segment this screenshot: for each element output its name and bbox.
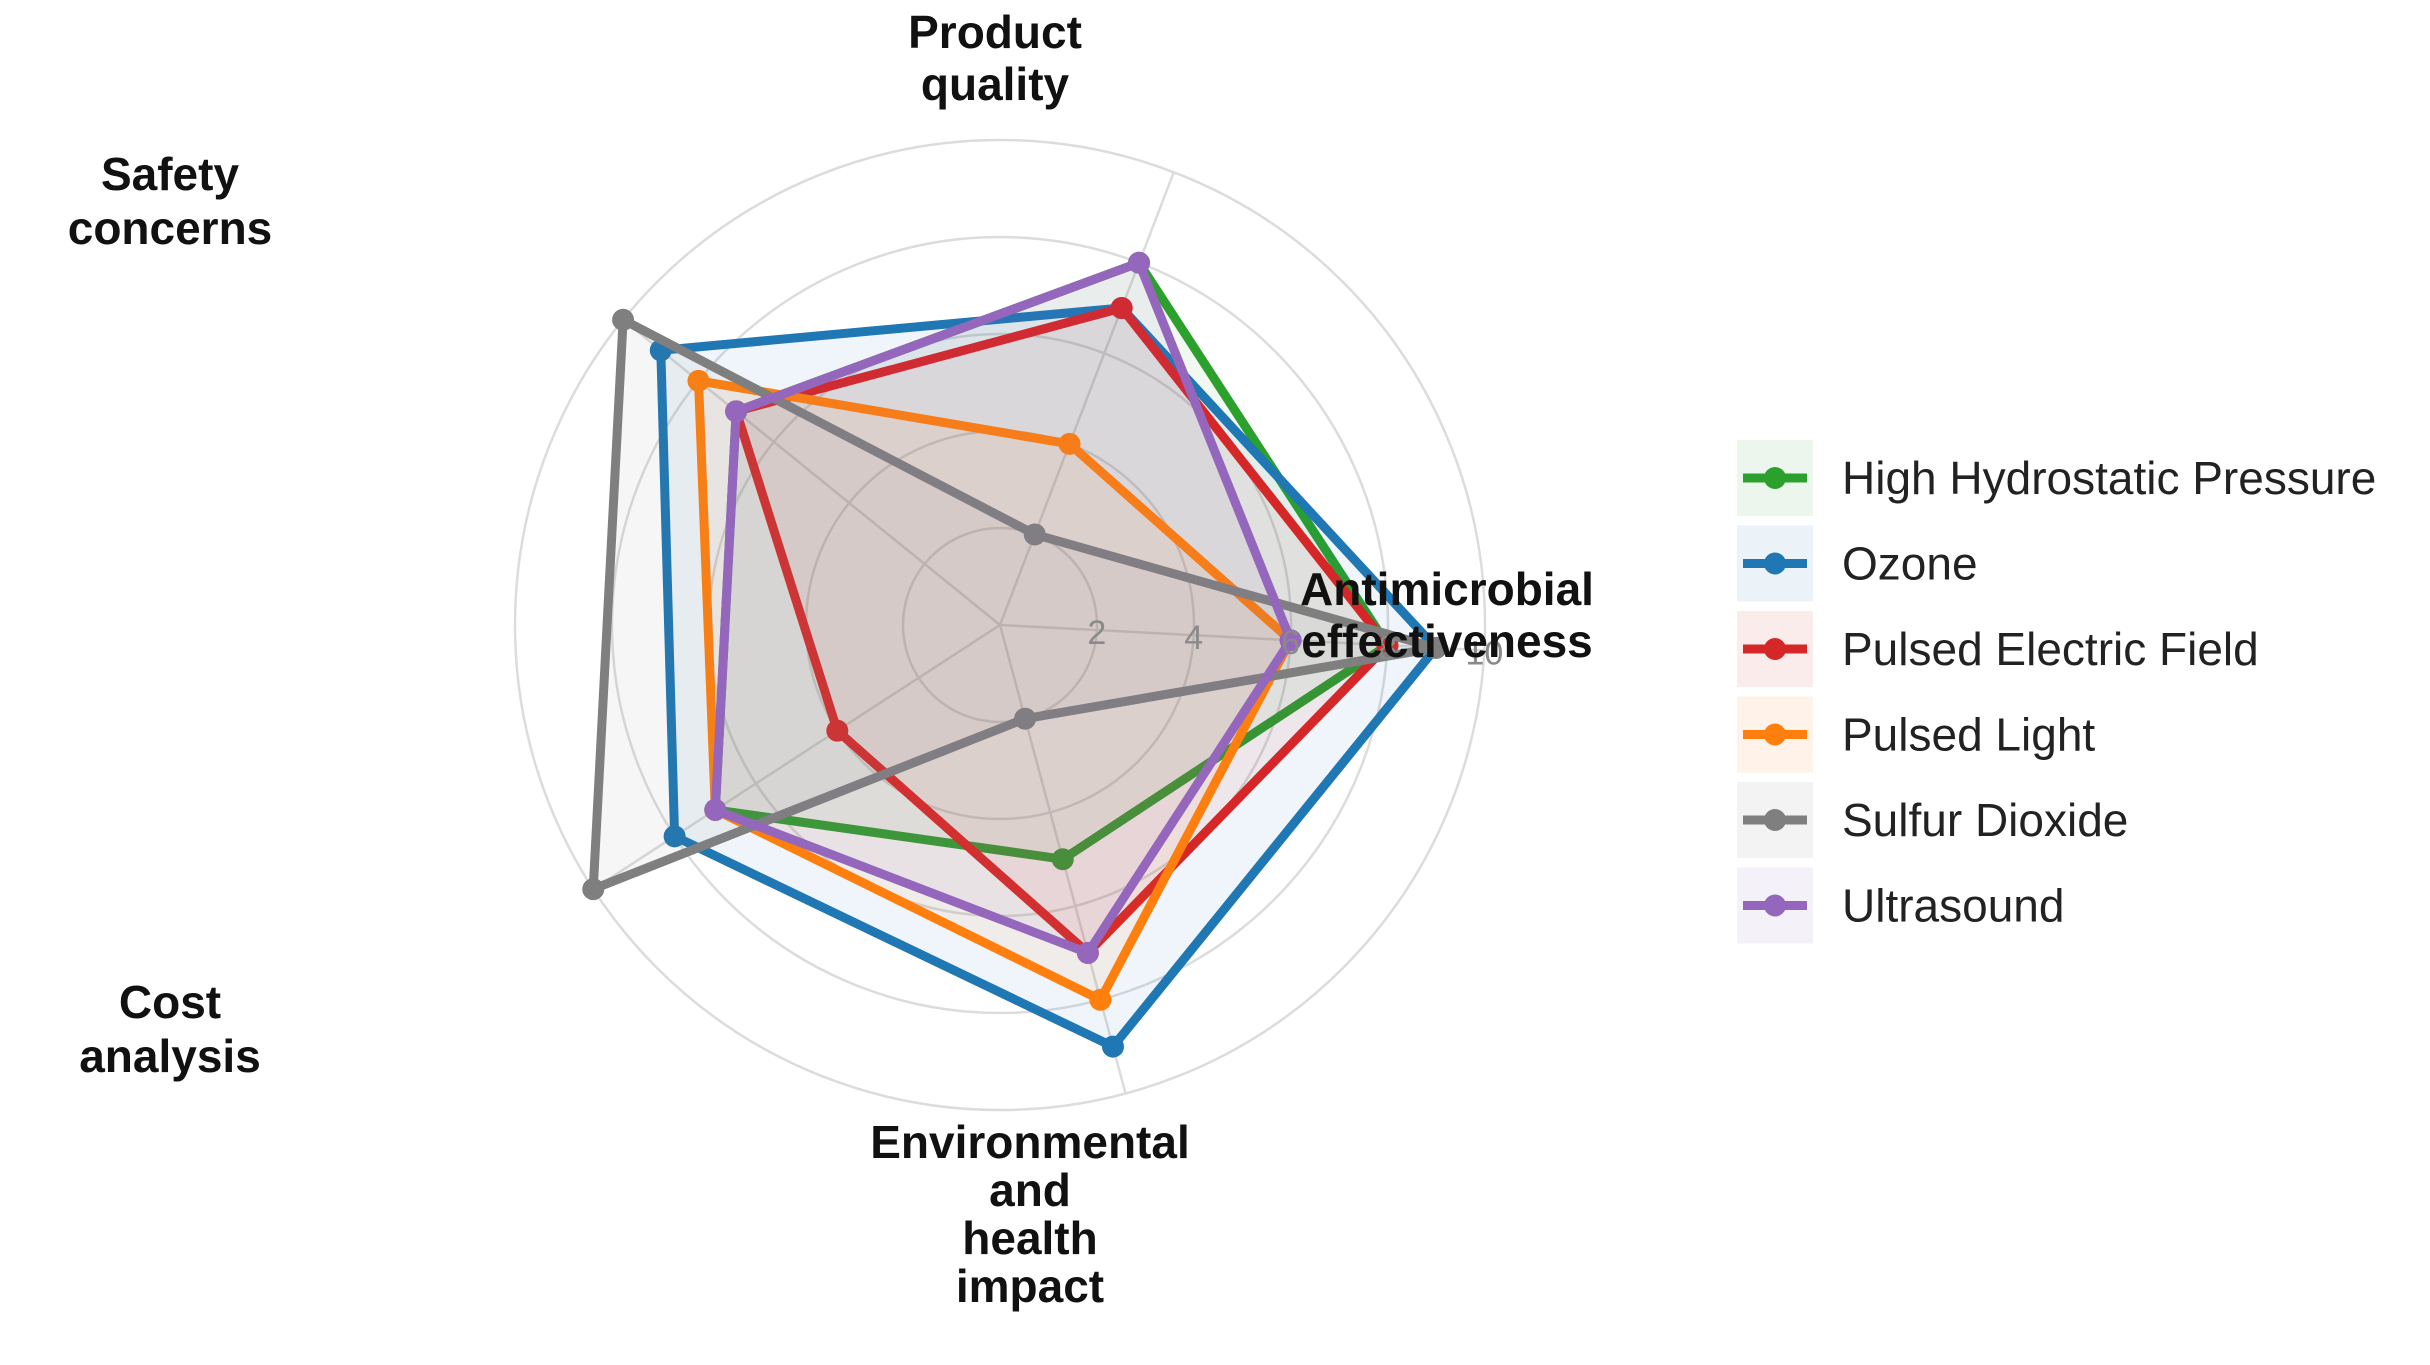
data-point <box>582 878 605 901</box>
grid-ring <box>513 138 1487 1112</box>
data-point <box>1014 707 1037 730</box>
legend-item: High Hydrostatic Pressure <box>1737 440 2376 516</box>
series-line <box>694 376 1296 1005</box>
series-sulfur-dioxide <box>582 308 1447 901</box>
data-point <box>725 400 748 423</box>
series-line <box>731 303 1392 958</box>
radial-tick-label: 6 <box>1281 624 1300 662</box>
legend-label: Ozone <box>1842 538 1978 590</box>
legend-label: Sulfur Dioxide <box>1842 794 2128 846</box>
grid-spoke <box>592 623 1001 891</box>
data-point <box>1101 1035 1124 1058</box>
legend-item: Ozone <box>1737 525 1978 602</box>
data-point <box>826 719 849 742</box>
axis-label: Product quality <box>908 6 1082 110</box>
legend-key-point <box>1764 638 1786 660</box>
axis-label: Antimicrobial effectiveness <box>1300 563 1594 667</box>
legend-key-point <box>1764 723 1786 746</box>
legend-label: Pulsed Electric Field <box>1842 623 2259 675</box>
radial-tick-label: 10 <box>1465 634 1503 672</box>
legend-label: High Hydrostatic Pressure <box>1842 452 2376 504</box>
grid-spoke <box>998 171 1175 626</box>
axis-label: Cost analysis <box>79 976 261 1082</box>
legend-key-point <box>1764 552 1786 575</box>
grid-spoke <box>622 318 1001 626</box>
axis-labels: Antimicrobial effectiveness Product quality… <box>68 6 1594 1312</box>
series-area <box>715 262 1291 953</box>
grid-spoke <box>999 623 1485 652</box>
legend-key-point <box>1764 894 1786 917</box>
legend-label: Ultrasound <box>1842 880 2064 932</box>
legend-item: Pulsed Light <box>1737 696 2095 773</box>
legend-item: Pulsed Electric Field <box>1737 611 2259 687</box>
legend-item: Ultrasound <box>1737 867 2064 944</box>
radial-tick-label: 2 <box>1087 614 1106 652</box>
legend-key-point <box>1764 467 1786 489</box>
legend-label: Pulsed Light <box>1842 709 2095 761</box>
data-point <box>1058 432 1081 455</box>
axis-label: Environmental and health impact <box>870 1116 1190 1312</box>
radial-tick-labels: 2 4 6 8 10 <box>1087 614 1503 672</box>
series-area <box>698 380 1291 1000</box>
series-line <box>656 303 1441 1052</box>
data-point <box>687 369 710 392</box>
axis-label: Safety concerns <box>68 148 273 254</box>
radial-tick-label: 8 <box>1378 629 1397 667</box>
data-point <box>1089 988 1112 1011</box>
legend-key-point <box>1764 809 1786 831</box>
series-line <box>710 258 1296 958</box>
data-point <box>1023 523 1046 546</box>
series-line <box>588 315 1441 894</box>
data-point <box>663 825 686 848</box>
data-point <box>612 308 635 331</box>
data-point <box>704 798 727 821</box>
grid-ring <box>610 235 1390 1015</box>
data-point <box>1110 297 1133 320</box>
legend: High Hydrostatic Pressure Ozone Pulsed Ele… <box>1737 440 2376 944</box>
radial-tick-label: 4 <box>1184 619 1203 657</box>
data-point <box>1424 636 1447 659</box>
series-area <box>593 319 1436 890</box>
data-point <box>1051 848 1074 871</box>
data-point <box>1076 941 1099 964</box>
radar-series <box>582 251 1447 1058</box>
series-ultrasound <box>704 251 1302 964</box>
data-point <box>1128 251 1151 274</box>
series-pulsed-light <box>687 369 1302 1011</box>
grid-ring <box>901 526 1099 724</box>
legend-item: Sulfur Dioxide <box>1737 782 2128 858</box>
data-point <box>1279 629 1302 652</box>
